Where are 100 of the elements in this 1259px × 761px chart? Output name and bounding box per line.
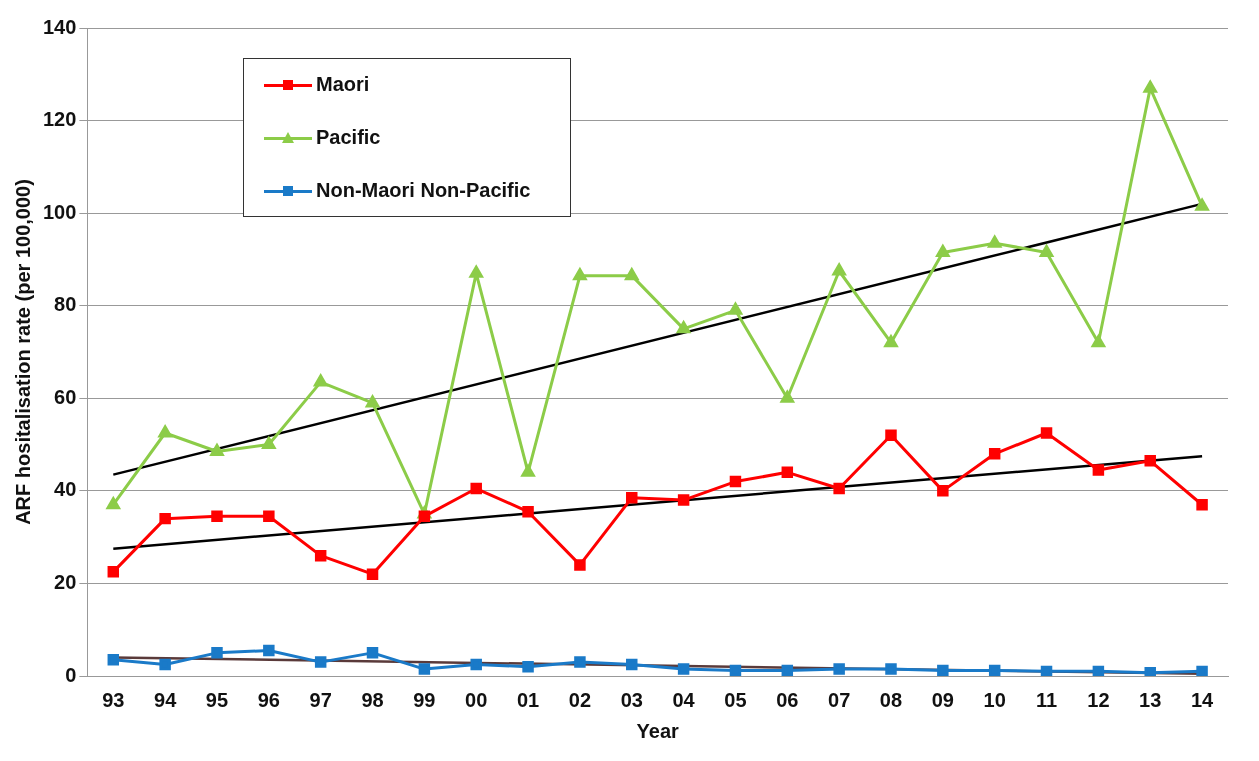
point <box>884 335 898 348</box>
point <box>262 437 276 450</box>
point <box>677 494 690 506</box>
point <box>1091 335 1106 348</box>
point <box>729 664 742 676</box>
x-tick-label: 10 <box>983 688 1006 711</box>
legend-label: Non-Maori Non-Pacific <box>316 179 531 202</box>
y-tick-label: 20 <box>54 570 77 593</box>
point <box>987 235 1002 248</box>
point <box>107 654 120 666</box>
legend-label: Pacific <box>316 126 381 149</box>
point <box>366 568 379 580</box>
point <box>211 510 223 523</box>
point <box>365 395 380 408</box>
x-tick-label: 93 <box>102 688 125 711</box>
point <box>263 644 275 657</box>
point <box>729 475 742 488</box>
x-tick-label: 01 <box>516 688 540 711</box>
x-tick-label: 99 <box>413 688 436 711</box>
point <box>573 268 587 281</box>
point <box>1092 665 1105 676</box>
y-tick-label: 40 <box>54 478 77 501</box>
point <box>106 497 120 510</box>
point <box>158 425 172 438</box>
point <box>159 512 171 525</box>
point <box>314 656 327 668</box>
x-tick-label: 09 <box>931 688 954 711</box>
point <box>937 485 949 497</box>
x-tick-label: 00 <box>465 688 488 711</box>
point <box>833 482 845 495</box>
point <box>469 265 483 278</box>
x-tick-label: 13 <box>1139 688 1162 711</box>
point <box>313 374 328 387</box>
point <box>1143 80 1157 93</box>
y-tick-label: 140 <box>42 15 77 38</box>
point <box>470 482 482 495</box>
point <box>366 647 379 659</box>
x-tick-label: 94 <box>154 688 178 711</box>
legend-label: Maori <box>316 73 370 96</box>
point <box>1196 665 1208 676</box>
y-tick-label: 100 <box>42 200 77 223</box>
point <box>885 429 897 442</box>
point <box>418 663 431 675</box>
point <box>574 656 586 668</box>
point <box>1144 667 1156 676</box>
point <box>885 663 897 675</box>
x-tick-label: 05 <box>724 688 747 711</box>
point <box>781 466 794 479</box>
point <box>1196 499 1208 511</box>
point <box>521 464 535 477</box>
point <box>988 448 1001 460</box>
y-tick-label: 80 <box>54 293 77 316</box>
point <box>936 244 950 257</box>
point <box>676 321 691 334</box>
point <box>988 664 1001 676</box>
x-tick-label: 14 <box>1190 688 1215 711</box>
y-tick-label: 0 <box>65 663 77 686</box>
point <box>781 664 794 676</box>
point <box>626 658 638 671</box>
point <box>833 663 845 675</box>
point <box>1040 427 1053 439</box>
point <box>314 549 327 562</box>
point <box>937 664 949 676</box>
x-tick-label: 97 <box>309 688 332 711</box>
point <box>1195 198 1209 211</box>
x-tick-label: 11 <box>1035 688 1058 711</box>
point <box>159 658 171 671</box>
y-axis-title: ARF hositalisation rate (per 100,000) <box>11 179 34 525</box>
x-tick-label: 96 <box>257 688 280 711</box>
point <box>832 263 846 276</box>
point <box>1092 464 1105 476</box>
point <box>1039 244 1054 257</box>
x-tick-label: 04 <box>672 688 696 711</box>
y-tick-label: 60 <box>54 385 77 408</box>
x-tick-label: 07 <box>828 688 851 711</box>
point <box>574 559 586 571</box>
x-tick-label: 95 <box>205 688 229 711</box>
point <box>728 302 743 315</box>
x-tick-label: 02 <box>568 688 592 711</box>
x-tick-label: 03 <box>620 688 643 711</box>
point <box>210 444 224 457</box>
x-tick-label: 08 <box>879 688 903 711</box>
x-tick-label: 12 <box>1087 688 1110 711</box>
point <box>522 505 534 518</box>
x-tick-label: 98 <box>361 688 384 711</box>
point <box>211 647 223 659</box>
point <box>263 510 275 523</box>
x-axis-title: Year <box>636 719 680 742</box>
point <box>625 268 639 281</box>
point <box>677 663 690 675</box>
point <box>626 492 638 504</box>
point <box>522 661 534 673</box>
x-tick-label: 06 <box>776 688 799 711</box>
point <box>780 390 794 403</box>
point <box>418 510 431 523</box>
point <box>470 658 482 671</box>
point <box>1040 665 1053 676</box>
point <box>1144 455 1156 467</box>
y-tick-label: 120 <box>42 108 77 131</box>
point <box>107 566 120 578</box>
